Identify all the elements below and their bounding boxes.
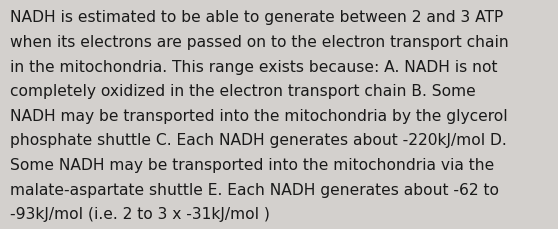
Text: completely oxidized in the electron transport chain B. Some: completely oxidized in the electron tran… xyxy=(10,84,476,99)
Text: when its electrons are passed on to the electron transport chain: when its electrons are passed on to the … xyxy=(10,35,509,50)
Text: in the mitochondria. This range exists because: A. NADH is not: in the mitochondria. This range exists b… xyxy=(10,59,498,74)
Text: NADH may be transported into the mitochondria by the glycerol: NADH may be transported into the mitocho… xyxy=(10,108,508,123)
Text: NADH is estimated to be able to generate between 2 and 3 ATP: NADH is estimated to be able to generate… xyxy=(10,10,503,25)
Text: Some NADH may be transported into the mitochondria via the: Some NADH may be transported into the mi… xyxy=(10,157,494,172)
Text: -93kJ/mol (i.e. 2 to 3 x -31kJ/mol ): -93kJ/mol (i.e. 2 to 3 x -31kJ/mol ) xyxy=(10,206,270,221)
Text: malate-aspartate shuttle E. Each NADH generates about -62 to: malate-aspartate shuttle E. Each NADH ge… xyxy=(10,182,499,197)
Text: phosphate shuttle C. Each NADH generates about -220kJ/mol D.: phosphate shuttle C. Each NADH generates… xyxy=(10,133,507,148)
